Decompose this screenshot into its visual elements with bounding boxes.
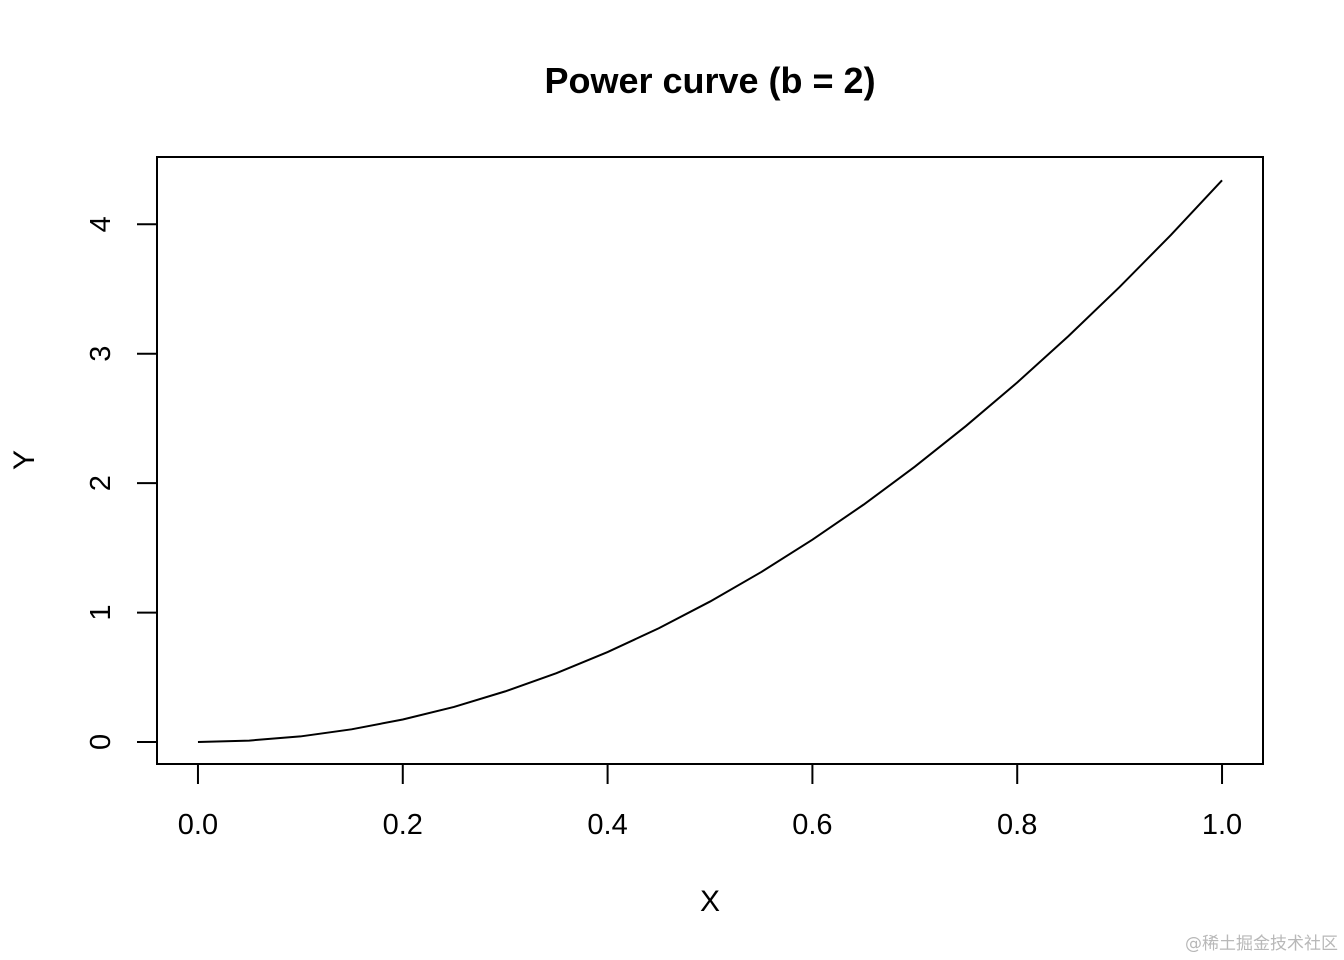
y-axis-label: Y bbox=[8, 450, 41, 470]
x-tick-label: 1.0 bbox=[1202, 809, 1242, 841]
plot-frame bbox=[156, 156, 1264, 765]
y-tick-label: 0 bbox=[85, 734, 117, 750]
x-tick-label: 0.4 bbox=[587, 809, 627, 841]
x-tick-label: 0.0 bbox=[178, 809, 218, 841]
x-tick-label: 0.2 bbox=[383, 809, 423, 841]
y-tick-label: 3 bbox=[85, 346, 117, 362]
x-tick-label: 0.6 bbox=[792, 809, 832, 841]
x-tick-label: 0.8 bbox=[997, 809, 1037, 841]
y-tick-label: 1 bbox=[85, 605, 117, 621]
x-axis: 0.0 0.2 0.4 0.6 0.8 1.0 bbox=[178, 763, 1242, 841]
y-axis: 0 1 2 3 4 bbox=[85, 216, 158, 750]
watermark: @稀土掘金技术社区 bbox=[1185, 934, 1338, 954]
y-tick-label: 2 bbox=[85, 475, 117, 491]
chart-title: Power curve (b = 2) bbox=[544, 60, 875, 101]
y-tick-label: 4 bbox=[85, 216, 117, 232]
series-line bbox=[197, 179, 1223, 743]
x-axis-label: X bbox=[700, 885, 720, 918]
